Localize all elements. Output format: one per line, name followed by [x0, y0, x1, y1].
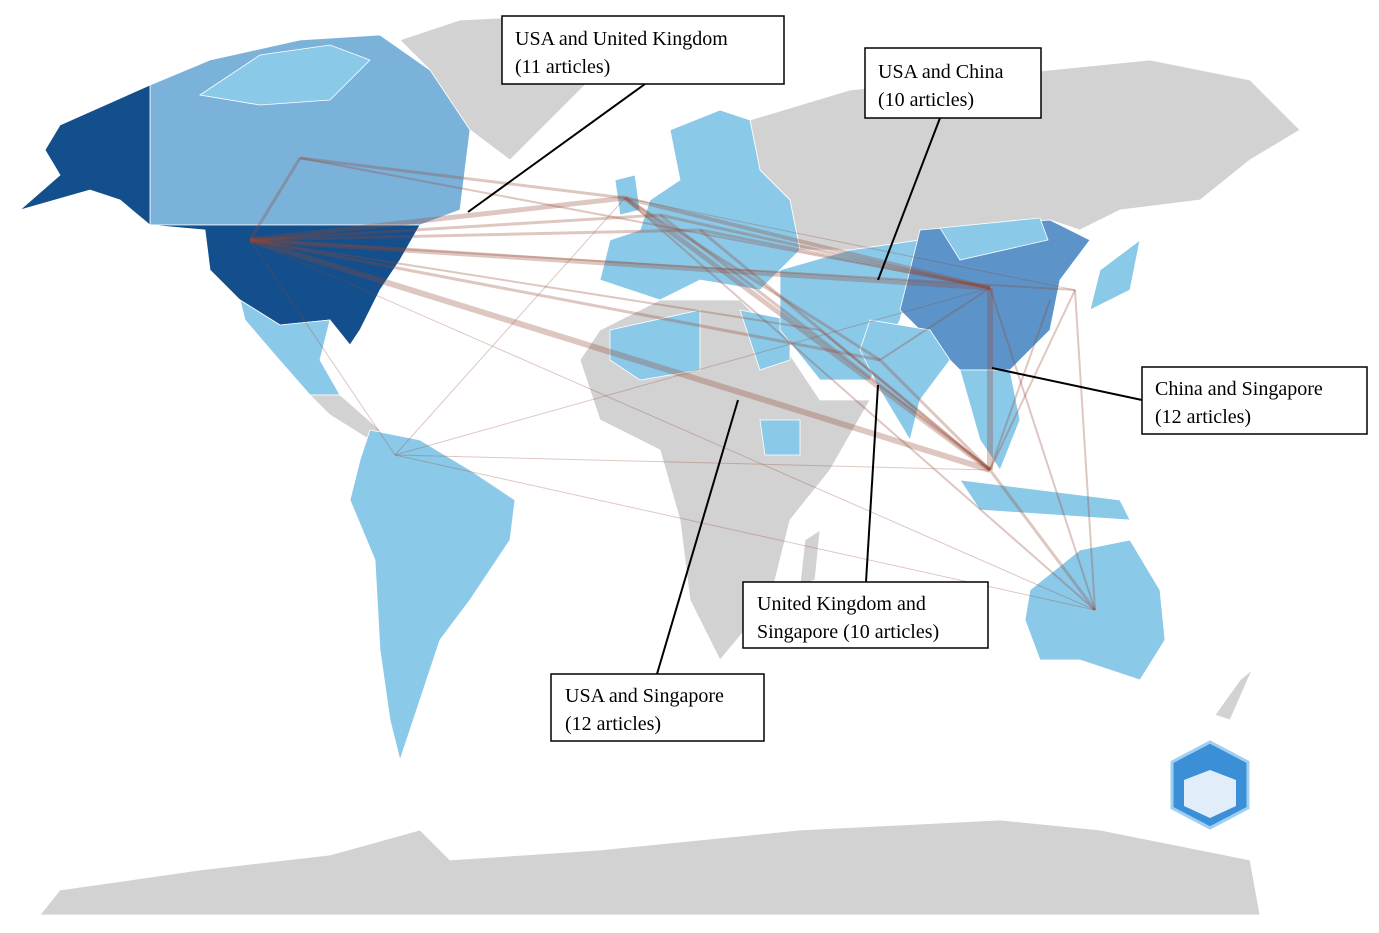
- south-america: [349, 429, 516, 762]
- alaska: [19, 84, 151, 226]
- link-line: [989, 299, 1051, 471]
- leader-line: [865, 384, 879, 583]
- annotation: United Kingdom and Singapore (10 article…: [742, 384, 989, 649]
- annotation-box: [742, 581, 989, 649]
- europe: [599, 109, 801, 301]
- annotation-text: (12 articles): [1155, 406, 1251, 428]
- annotation-text: China and Singapore: [1155, 378, 1323, 400]
- link-line: [989, 289, 1076, 471]
- annotation-box: [501, 15, 785, 85]
- annotation-box: [864, 47, 1042, 119]
- link-line: [249, 195, 626, 243]
- logo: [1170, 740, 1250, 830]
- leader-line: [877, 117, 941, 281]
- collaboration-links: [248, 156, 1097, 611]
- canada-islands: [198, 44, 371, 106]
- leader-line: [656, 399, 739, 675]
- link-line: [1074, 289, 1096, 611]
- link-line: [299, 157, 991, 289]
- annotation-text: Singapore (10 articles): [757, 621, 939, 643]
- annotation-text: (11 articles): [515, 56, 610, 78]
- link-line: [819, 329, 991, 471]
- link-line: [249, 239, 396, 456]
- annotation-text: USA and United Kingdom: [515, 28, 728, 50]
- link-line: [394, 287, 991, 456]
- link-line: [249, 237, 991, 291]
- world-map: [19, 14, 1301, 916]
- link-line: [299, 156, 626, 200]
- link-line: [623, 195, 992, 473]
- link-line: [394, 454, 991, 471]
- link-line: [988, 469, 1097, 611]
- india: [859, 319, 951, 442]
- link-line: [249, 228, 701, 242]
- east-africa: [759, 419, 801, 456]
- annotation: USA and United Kingdom (11 articles): [467, 15, 785, 213]
- annotation: USA and Singapore (12 articles): [550, 399, 765, 742]
- link-line: [394, 197, 626, 456]
- annotation-text: USA and Singapore: [565, 685, 724, 707]
- leader-line: [991, 367, 1143, 401]
- mongolia: [939, 217, 1049, 261]
- australia: [1024, 539, 1166, 681]
- link-line: [699, 228, 991, 290]
- link-line: [624, 196, 881, 362]
- link-line: [989, 287, 1096, 611]
- link-line: [249, 239, 821, 331]
- link-line: [659, 213, 991, 290]
- japan: [1089, 239, 1141, 311]
- link-line: [699, 228, 991, 472]
- link-line: [248, 157, 302, 241]
- link-line: [624, 196, 991, 290]
- uk: [614, 174, 641, 216]
- link-line: [249, 237, 991, 473]
- north-africa: [609, 309, 701, 381]
- link-line: [879, 287, 991, 361]
- annotation-text: United Kingdom and: [757, 593, 926, 615]
- annotation: China and Singapore (12 articles): [991, 366, 1368, 435]
- annotation-box: [550, 673, 765, 742]
- link-line: [659, 213, 991, 472]
- egypt: [739, 309, 791, 371]
- link-line: [624, 197, 1096, 611]
- link-line: [249, 213, 661, 242]
- annotation-text: (10 articles): [878, 89, 974, 111]
- annotation-box: [1141, 366, 1368, 435]
- madagascar: [799, 529, 821, 586]
- link-line: [249, 238, 881, 362]
- new-zealand: [1214, 669, 1253, 721]
- usa: [149, 224, 421, 346]
- leader-line: [467, 83, 646, 213]
- link-line: [249, 239, 1096, 611]
- link-line: [878, 358, 992, 472]
- annotation-text: USA and China: [878, 61, 1004, 83]
- annotation-text: (12 articles): [565, 713, 661, 735]
- link-line: [249, 239, 1076, 291]
- link-line: [624, 197, 1076, 291]
- antarctica: [39, 819, 1261, 916]
- indonesia: [959, 479, 1131, 521]
- annotation: USA and China (10 articles): [864, 47, 1042, 281]
